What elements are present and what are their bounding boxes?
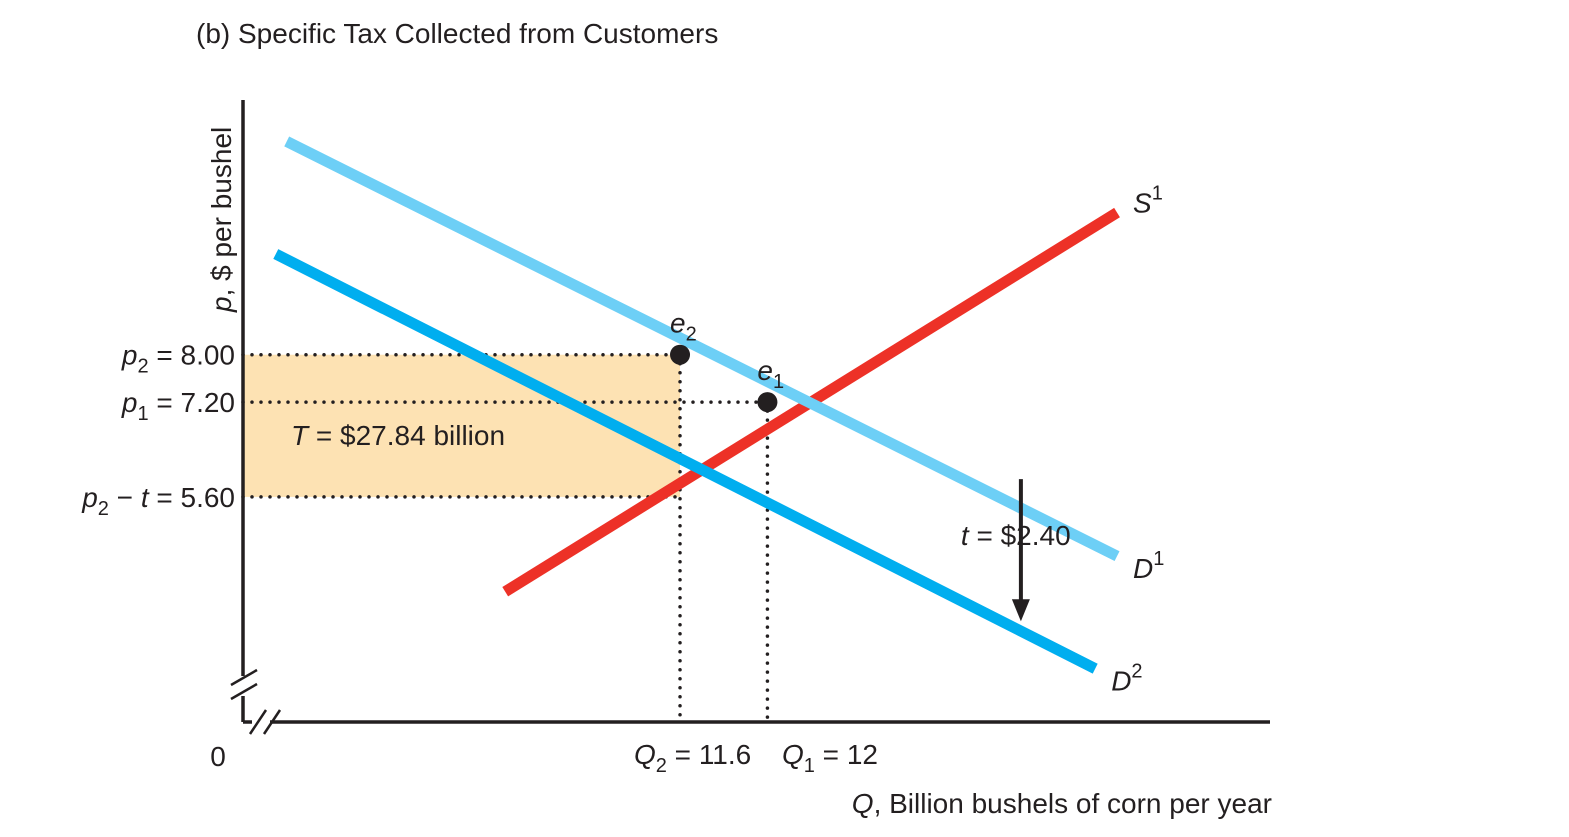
x-tick-label-0: Q2 = 11.6: [634, 739, 751, 777]
y-tick-label-2: p2 − t = 5.60: [81, 482, 235, 520]
y-axis-title: p, $ per bushel: [206, 127, 237, 313]
series-line-d2: [273, 249, 1098, 674]
axes-layer: [230, 100, 1270, 735]
y-axis-break-2: [230, 682, 258, 701]
x-axis-break-1: [248, 709, 268, 735]
labels-layer: S1 D1 D2 e2 e1 t = $2.40 T = $27.84 billion 0 p2…: [81, 127, 1272, 819]
y-axis-break-1: [230, 668, 258, 687]
equilibrium-point-e2: [670, 344, 691, 365]
x-axis-title: Q, Billion bushels of corn per year: [852, 788, 1272, 819]
equilibrium-label-e1: e1: [757, 355, 784, 393]
y-tick-label-1: p1 = 7.20: [121, 387, 235, 425]
guide-lines-layer: [241, 352, 770, 724]
y-tick-label-0: p2 = 8.00: [121, 340, 235, 378]
tax-shift-label: t = $2.40: [961, 520, 1071, 551]
x-axis-break-2: [262, 709, 282, 735]
chart-title: (b) Specific Tax Collected from Customer…: [196, 18, 718, 49]
origin-label: 0: [210, 741, 226, 772]
series-label-d1: D1: [1133, 548, 1164, 584]
equilibrium-point-e1: [757, 392, 778, 413]
x-tick-label-1: Q1 = 12: [782, 739, 878, 777]
series-label-d2: D2: [1111, 661, 1142, 697]
series-line-d1: [284, 136, 1120, 562]
series-label-s1: S1: [1133, 183, 1163, 219]
series-layer: [273, 136, 1120, 674]
tax-shift-arrowhead: [1011, 599, 1030, 622]
equilibrium-label-e2: e2: [670, 308, 697, 346]
tax-revenue-label: T = $27.84 billion: [291, 420, 505, 451]
